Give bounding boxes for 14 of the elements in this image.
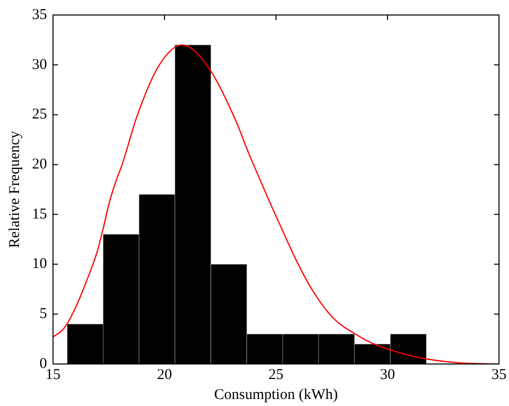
x-tick-label: 25 [268,366,284,383]
y-tick-label: 25 [32,106,47,123]
y-tick-label: 20 [32,156,47,173]
x-tick-label: 35 [492,366,506,383]
x-tick-label: 30 [380,366,395,383]
y-tick-label: 10 [32,256,47,272]
y-tick-label: 35 [32,6,47,23]
y-axis-title: Relative Frequency [6,130,23,248]
y-tick-label: 0 [40,356,47,372]
y-tick-label: 15 [32,206,47,222]
x-axis-title: Consumption (kWh) [214,386,338,403]
y-tick-label: 5 [40,306,47,322]
y-tick-label: 30 [32,56,47,73]
x-tick-label: 20 [157,366,172,383]
